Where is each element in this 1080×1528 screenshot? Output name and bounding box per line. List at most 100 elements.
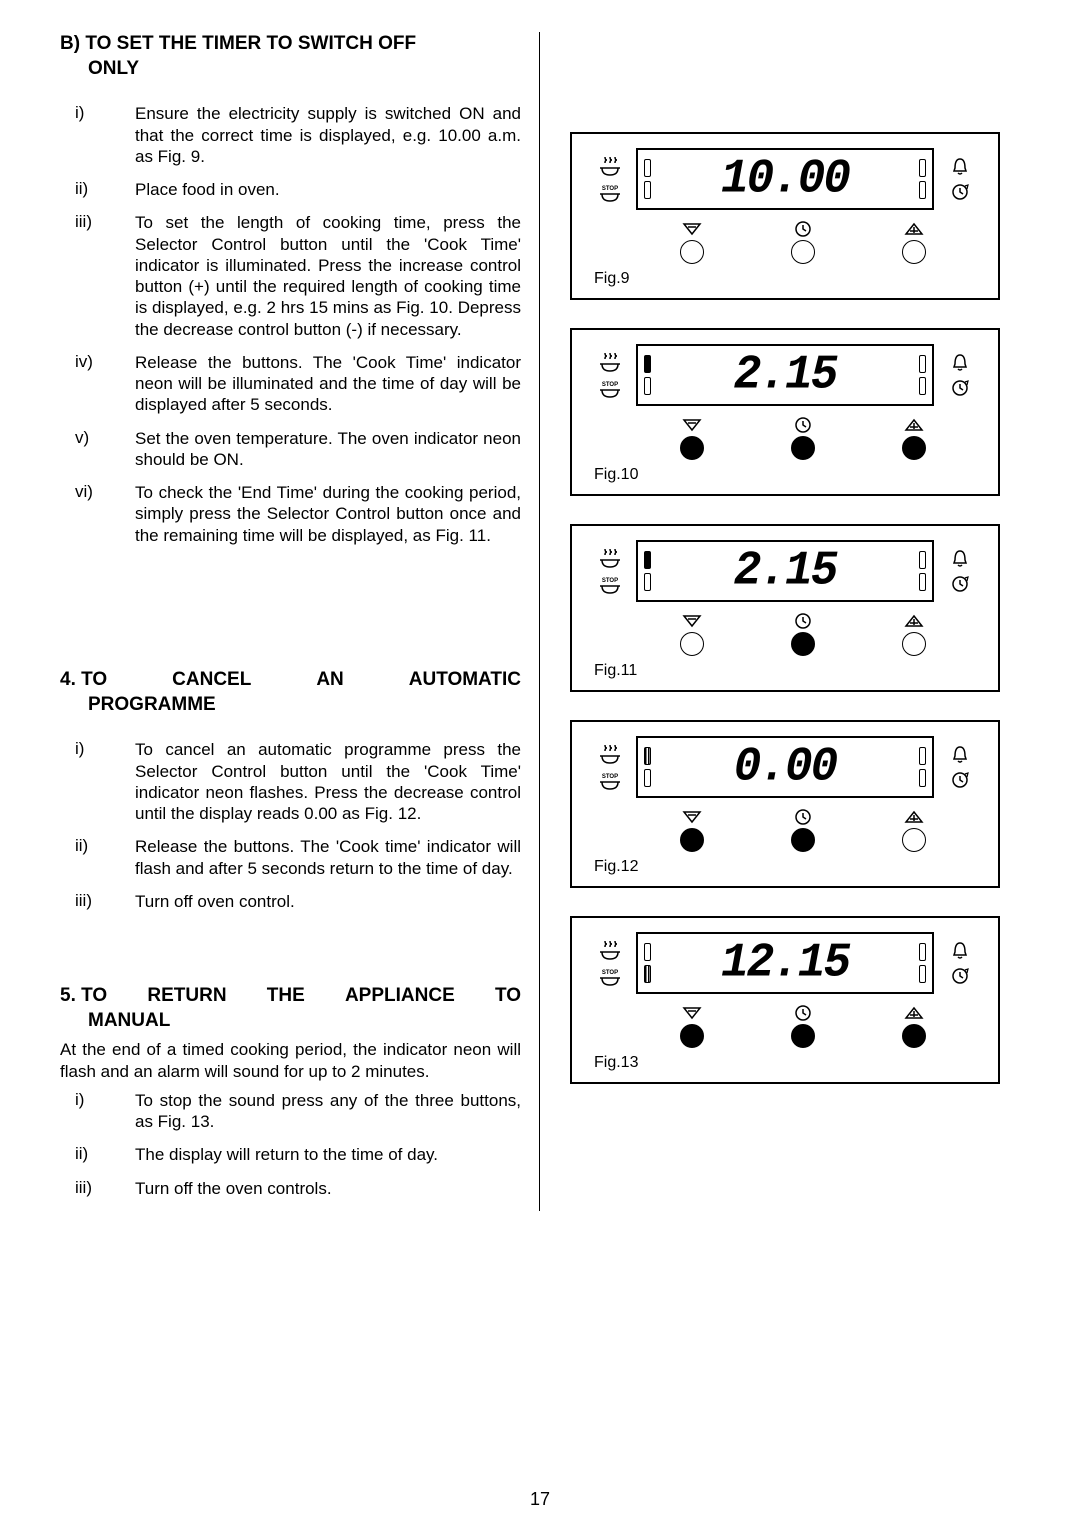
indicator-top-right	[919, 943, 926, 961]
plus-button[interactable]	[902, 1024, 926, 1048]
clock-arrow-icon	[950, 574, 970, 594]
indicator-bot-left	[644, 769, 651, 787]
indicator-top-left	[644, 355, 651, 373]
step-num: ii)	[75, 179, 135, 200]
step-num: iii)	[75, 1178, 135, 1199]
indicator-bot-right	[919, 769, 926, 787]
indicator-top-left	[644, 747, 651, 765]
step-text: Release the buttons. The 'Cook time' ind…	[135, 836, 521, 879]
section-b-heading-1: B) TO SET THE TIMER TO SWITCH OFF	[60, 33, 416, 54]
indicator-bot-right	[919, 181, 926, 199]
step-text: Turn off oven control.	[135, 891, 521, 912]
pot-stop-icon: STOP	[597, 967, 623, 987]
pot-heat-icon	[597, 351, 623, 373]
lcd-digits: 10.00	[651, 152, 919, 207]
bell-icon	[950, 548, 970, 568]
selector-button[interactable]	[791, 632, 815, 656]
minus-button[interactable]	[680, 1024, 704, 1048]
step-text: Turn off the oven controls.	[135, 1178, 521, 1199]
lcd-display: 10.00	[636, 148, 934, 210]
step-num: vi)	[75, 482, 135, 546]
left-column: B) TO SET THE TIMER TO SWITCH OFF ONLY i…	[60, 32, 540, 1211]
indicator-top-right	[919, 159, 926, 177]
step-num: i)	[75, 739, 135, 824]
figure-label: Fig.12	[594, 858, 976, 876]
right-column: STOP 10.00 Fig.9	[560, 32, 1000, 1211]
plus-button[interactable]	[902, 436, 926, 460]
clock-icon	[794, 1004, 812, 1022]
figure-12: STOP 0.00 Fig.12	[570, 720, 1000, 888]
pot-heat-icon	[597, 939, 623, 961]
minus-button[interactable]	[680, 828, 704, 852]
section-b-steps: i)Ensure the electricity supply is switc…	[60, 103, 521, 546]
pot-heat-icon	[597, 155, 623, 177]
clock-icon	[794, 416, 812, 434]
step-num: i)	[75, 103, 135, 167]
lcd-display: 2.15	[636, 540, 934, 602]
lcd-digits: 12.15	[651, 936, 919, 991]
indicator-bot-left	[644, 377, 651, 395]
figure-label: Fig.10	[594, 466, 976, 484]
section-4-steps: i)To cancel an automatic programme press…	[60, 739, 521, 912]
bell-icon	[950, 744, 970, 764]
plus-button[interactable]	[902, 828, 926, 852]
indicator-bot-left	[644, 573, 651, 591]
step-num: iv)	[75, 352, 135, 416]
bell-icon	[950, 352, 970, 372]
minus-triangle-icon	[682, 614, 702, 628]
minus-button[interactable]	[680, 240, 704, 264]
clock-icon	[794, 220, 812, 238]
selector-button[interactable]	[791, 436, 815, 460]
plus-triangle-icon	[904, 222, 924, 236]
lcd-display: 2.15	[636, 344, 934, 406]
step-num: v)	[75, 428, 135, 471]
bell-icon	[950, 940, 970, 960]
pot-heat-icon	[597, 547, 623, 569]
minus-button[interactable]	[680, 632, 704, 656]
lcd-display: 0.00	[636, 736, 934, 798]
page-number: 17	[530, 1489, 550, 1510]
indicator-top-left	[644, 159, 651, 177]
minus-button[interactable]	[680, 436, 704, 460]
indicator-bot-right	[919, 965, 926, 983]
indicator-bot-left	[644, 965, 651, 983]
figure-13: STOP 12.15 Fig.13	[570, 916, 1000, 1084]
plus-triangle-icon	[904, 810, 924, 824]
section-b-heading-2: ONLY	[60, 58, 139, 79]
svg-text:STOP: STOP	[602, 186, 618, 192]
selector-button[interactable]	[791, 828, 815, 852]
plus-button[interactable]	[902, 632, 926, 656]
section-5-steps: i)To stop the sound press any of the thr…	[60, 1090, 521, 1199]
step-text: Set the oven temperature. The oven indic…	[135, 428, 521, 471]
pot-stop-icon: STOP	[597, 575, 623, 595]
minus-triangle-icon	[682, 1006, 702, 1020]
clock-icon	[794, 612, 812, 630]
clock-arrow-icon	[950, 966, 970, 986]
plus-button[interactable]	[902, 240, 926, 264]
step-text: To cancel an automatic programme press t…	[135, 739, 521, 824]
step-num: ii)	[75, 836, 135, 879]
indicator-bot-right	[919, 573, 926, 591]
step-text: The display will return to the time of d…	[135, 1144, 521, 1165]
figure-9: STOP 10.00 Fig.9	[570, 132, 1000, 300]
clock-arrow-icon	[950, 182, 970, 202]
svg-text:STOP: STOP	[602, 578, 618, 584]
bell-icon	[950, 156, 970, 176]
figure-label: Fig.13	[594, 1054, 976, 1072]
step-text: Ensure the electricity supply is switche…	[135, 103, 521, 167]
indicator-top-right	[919, 355, 926, 373]
selector-button[interactable]	[791, 240, 815, 264]
pot-heat-icon	[597, 743, 623, 765]
indicator-top-left	[644, 551, 651, 569]
step-num: iii)	[75, 212, 135, 340]
pot-stop-icon: STOP	[597, 379, 623, 399]
clock-icon	[794, 808, 812, 826]
plus-triangle-icon	[904, 614, 924, 628]
step-text: To set the length of cooking time, press…	[135, 212, 521, 340]
minus-triangle-icon	[682, 222, 702, 236]
minus-triangle-icon	[682, 418, 702, 432]
selector-button[interactable]	[791, 1024, 815, 1048]
pot-stop-icon: STOP	[597, 771, 623, 791]
indicator-bot-right	[919, 377, 926, 395]
step-num: iii)	[75, 891, 135, 912]
